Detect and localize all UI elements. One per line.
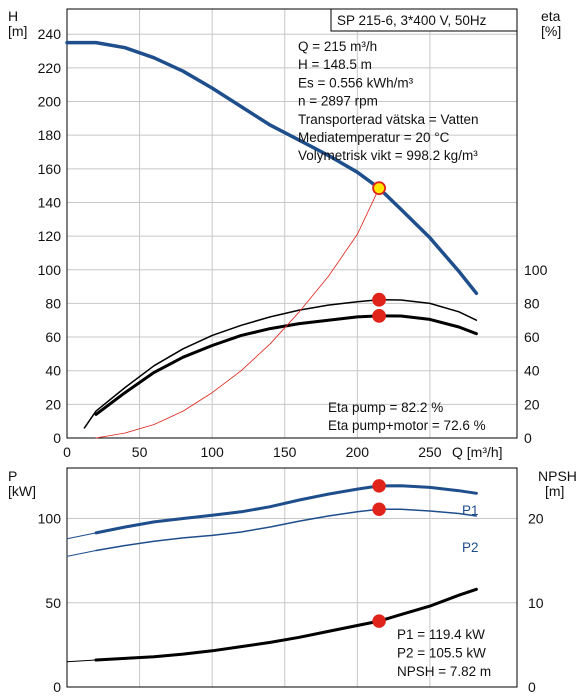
top-right-tick: 60: [524, 329, 540, 345]
duty-info-line: Mediatemperatur = 20 °C: [298, 130, 450, 145]
title-box-text: SP 215-6, 3*400 V, 50Hz: [337, 13, 487, 28]
power-info-line: P1 = 119.4 kW: [397, 627, 485, 642]
top-x-tick: 150: [273, 444, 297, 460]
efficiency-info-line: Eta pump = 82.2 %: [328, 400, 443, 415]
top-left-tick: 80: [45, 295, 61, 311]
efficiency-info-line: Eta pump+motor = 72.6 %: [328, 418, 486, 433]
top-x-tick: 50: [132, 444, 148, 460]
top-left-tick: 0: [53, 430, 61, 446]
top-left-tick: 60: [45, 329, 61, 345]
power-info-line: NPSH = 7.82 m: [397, 664, 491, 679]
top-duty-points: [372, 181, 386, 323]
duty-info-line: n = 2897 rpm: [298, 94, 378, 109]
top-left-tick-labels: 0 20 40 60 80 100 120 140 160 180 200 220 240: [38, 26, 62, 446]
top-left-tick: 100: [38, 262, 62, 278]
power-info-block: P1 = 119.4 kW P2 = 105.5 kW NPSH = 7.82 m: [397, 627, 491, 679]
bottom-right-tick: 0: [528, 679, 536, 695]
bottom-series: [66, 484, 478, 663]
series-P1: [94, 484, 478, 535]
series-NPSH-low-extension: [66, 659, 97, 663]
series-label-p2: P2: [462, 540, 479, 555]
duty-info-line: H = 148.5 m: [298, 57, 372, 72]
point-NPSH-point: [372, 614, 386, 628]
top-grid: [66, 9, 517, 439]
top-right-tick: 40: [524, 363, 540, 379]
top-left-tick: 120: [38, 228, 62, 244]
bottom-left-tick: 100: [38, 511, 62, 527]
top-left-tick: 200: [38, 94, 62, 110]
bottom-duty-points: [372, 479, 386, 628]
series-NPSH: [94, 587, 478, 662]
top-x-tick: 0: [63, 444, 71, 460]
top-left-tick: 220: [38, 60, 62, 76]
bottom-panel: 0 50 100 0 10 20 P [kW] NPSH [m] P1 P2 P1 = …: [8, 467, 577, 695]
top-x-tick: 250: [418, 444, 442, 460]
top-right-tick-labels: 0 20 40 60 80 100: [524, 262, 548, 446]
duty-info-line: Volymetrisk vikt = 998.2 kg/m³: [298, 148, 478, 163]
bottom-left-axis-label: P: [8, 468, 17, 484]
bottom-right-tick: 10: [528, 595, 544, 611]
duty-info-block: Q = 215 m³/h H = 148.5 m Es = 0.556 kWh/m³…: [298, 39, 478, 163]
top-left-tick: 160: [38, 161, 62, 177]
top-left-tick: 240: [38, 26, 62, 42]
top-x-axis-label: Q [m³/h]: [452, 444, 503, 460]
top-x-tick: 200: [346, 444, 370, 460]
top-right-tick: 20: [524, 396, 540, 412]
bottom-right-axis-unit: [m]: [545, 483, 564, 499]
top-left-tick: 20: [45, 396, 61, 412]
power-info-line: P2 = 105.5 kW: [397, 646, 486, 661]
duty-info-line: Es = 0.556 kWh/m³: [298, 75, 414, 90]
bottom-right-tick: 20: [528, 511, 544, 527]
series-P2: [95, 508, 478, 552]
top-x-tick-labels: 0 50 100 150 200 250: [63, 444, 442, 460]
point-head-point: [372, 181, 386, 196]
bottom-left-axis-unit: [kW]: [8, 483, 36, 499]
series-head: [65, 40, 479, 296]
top-panel: 0 20 40 60 80 100 120 140 160 180 200 220 240 0 20 40 6…: [8, 8, 561, 460]
top-plot-frame: [66, 8, 518, 439]
top-right-axis-label: eta: [541, 8, 561, 24]
bottom-plot-frame: [66, 467, 518, 688]
duty-info-line: Q = 215 m³/h: [298, 39, 377, 54]
bottom-right-tick-labels: 0 10 20: [528, 511, 544, 695]
series-P2-low-extension: [66, 550, 97, 557]
series-label-p1: P1: [462, 503, 479, 518]
top-right-tick: 0: [524, 430, 532, 446]
point-eta-pump-point: [372, 292, 386, 307]
point-eta-pump-motor-point: [372, 308, 386, 323]
efficiency-info-block: Eta pump = 82.2 % Eta pump+motor = 72.6 %: [328, 400, 486, 433]
top-left-tick: 180: [38, 127, 62, 143]
series-eta-pump: [83, 298, 478, 429]
top-right-tick: 100: [524, 262, 548, 278]
top-left-axis-label: H: [8, 8, 18, 24]
top-left-axis-unit: [m]: [8, 23, 27, 39]
top-x-tick: 100: [200, 444, 224, 460]
point-P2-point: [372, 502, 386, 517]
top-series: [65, 40, 479, 439]
duty-info-line: Transporterad vätska = Vatten: [298, 112, 478, 127]
bottom-right-axis-label: NPSH: [538, 468, 577, 484]
series-P1-low-extension: [66, 532, 97, 540]
point-P1-point: [372, 479, 386, 493]
title-box-frame: [330, 8, 518, 32]
bottom-left-tick: 50: [45, 595, 61, 611]
top-right-tick: 80: [524, 295, 540, 311]
series-system-curve: [95, 187, 380, 439]
bottom-left-tick-labels: 0 50 100: [38, 511, 62, 695]
top-left-tick: 40: [45, 363, 61, 379]
title-box: SP 215-6, 3*400 V, 50Hz: [330, 8, 518, 32]
bottom-left-tick: 0: [53, 679, 61, 695]
series-eta-pump-motor: [94, 314, 478, 416]
top-right-axis-unit: [%]: [541, 23, 561, 39]
top-left-tick: 140: [38, 194, 62, 210]
